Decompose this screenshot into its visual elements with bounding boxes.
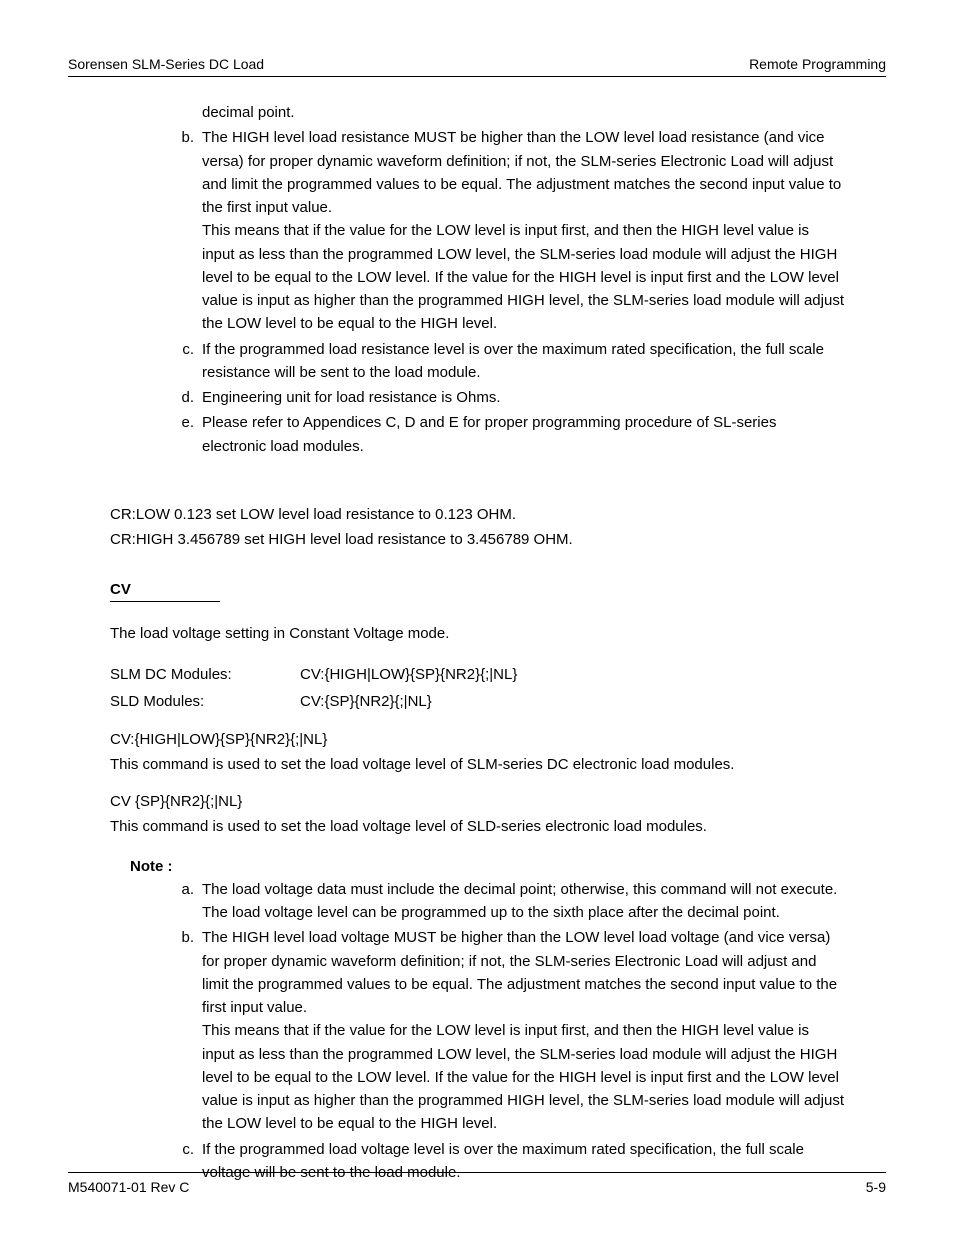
example-block: CR:LOW 0.123 set LOW level load resistan… bbox=[110, 480, 844, 552]
footer-left: M540071-01 Rev C bbox=[68, 1179, 189, 1195]
list-item: decimal point. bbox=[166, 101, 844, 124]
page-header: Sorensen SLM-Series DC Load Remote Progr… bbox=[68, 56, 886, 77]
syntax-block: SLM DC Modules: CV:{HIGH|LOW}{SP}{NR2}{;… bbox=[110, 663, 844, 714]
module-syntax: CV:{SP}{NR2}{;|NL} bbox=[300, 690, 432, 713]
cv-section: CV The load voltage setting in Constant … bbox=[110, 556, 844, 1185]
purpose-text: The load voltage setting in Constant Vol… bbox=[110, 625, 449, 642]
module-label: SLD Modules: bbox=[110, 690, 300, 713]
list-marker: e. bbox=[166, 411, 202, 458]
purpose-row: The load voltage setting in Constant Vol… bbox=[110, 622, 844, 645]
notes-list-cr: decimal point. b. The HIGH level load re… bbox=[166, 101, 844, 458]
example-line: CR:LOW 0.123 set LOW level load resistan… bbox=[110, 503, 844, 526]
footer-right: 5-9 bbox=[866, 1179, 886, 1195]
command-syntax: CV:{HIGH|LOW}{SP}{NR2}{;|NL} bbox=[110, 728, 844, 751]
command-desc: This command is used to set the load vol… bbox=[110, 815, 844, 838]
list-item: b. The HIGH level load resistance MUST b… bbox=[166, 126, 844, 335]
list-item: c. If the programmed load resistance lev… bbox=[166, 338, 844, 385]
list-marker: a. bbox=[166, 878, 202, 925]
module-row: SLM DC Modules: CV:{HIGH|LOW}{SP}{NR2}{;… bbox=[110, 663, 844, 686]
list-item: a. The load voltage data must include th… bbox=[166, 878, 844, 925]
list-item: b. The HIGH level load voltage MUST be h… bbox=[166, 926, 844, 1135]
list-text: If the programmed load resistance level … bbox=[202, 338, 844, 385]
list-text: Engineering unit for load resistance is … bbox=[202, 386, 844, 409]
list-text: The HIGH level load resistance MUST be h… bbox=[202, 126, 844, 335]
list-item: d. Engineering unit for load resistance … bbox=[166, 386, 844, 409]
list-marker: b. bbox=[166, 126, 202, 335]
note-label: Note : bbox=[110, 855, 844, 878]
page-body: decimal point. b. The HIGH level load re… bbox=[68, 101, 886, 1184]
list-text: decimal point. bbox=[202, 101, 844, 124]
list-text: The load voltage data must include the d… bbox=[202, 878, 844, 925]
page: Sorensen SLM-Series DC Load Remote Progr… bbox=[0, 0, 954, 1235]
list-marker: b. bbox=[166, 926, 202, 1135]
example-line: CR:HIGH 3.456789 set HIGH level load res… bbox=[110, 528, 844, 551]
list-text: The HIGH level load voltage MUST be high… bbox=[202, 926, 844, 1135]
command-syntax: CV {SP}{NR2}{;|NL} bbox=[110, 790, 844, 813]
list-item: e. Please refer to Appendices C, D and E… bbox=[166, 411, 844, 458]
notes-list-cv: a. The load voltage data must include th… bbox=[166, 878, 844, 1184]
module-row: SLD Modules: CV:{SP}{NR2}{;|NL} bbox=[110, 690, 844, 713]
list-marker: c. bbox=[166, 338, 202, 385]
example-heading bbox=[110, 483, 114, 500]
cv-heading: CV bbox=[110, 578, 220, 602]
list-marker: d. bbox=[166, 386, 202, 409]
header-right: Remote Programming bbox=[749, 56, 886, 72]
list-marker bbox=[166, 101, 202, 124]
header-left: Sorensen SLM-Series DC Load bbox=[68, 56, 264, 72]
command-desc: This command is used to set the load vol… bbox=[110, 753, 844, 776]
list-text: Please refer to Appendices C, D and E fo… bbox=[202, 411, 844, 458]
page-footer: M540071-01 Rev C 5-9 bbox=[68, 1172, 886, 1195]
module-syntax: CV:{HIGH|LOW}{SP}{NR2}{;|NL} bbox=[300, 663, 517, 686]
module-label: SLM DC Modules: bbox=[110, 663, 300, 686]
